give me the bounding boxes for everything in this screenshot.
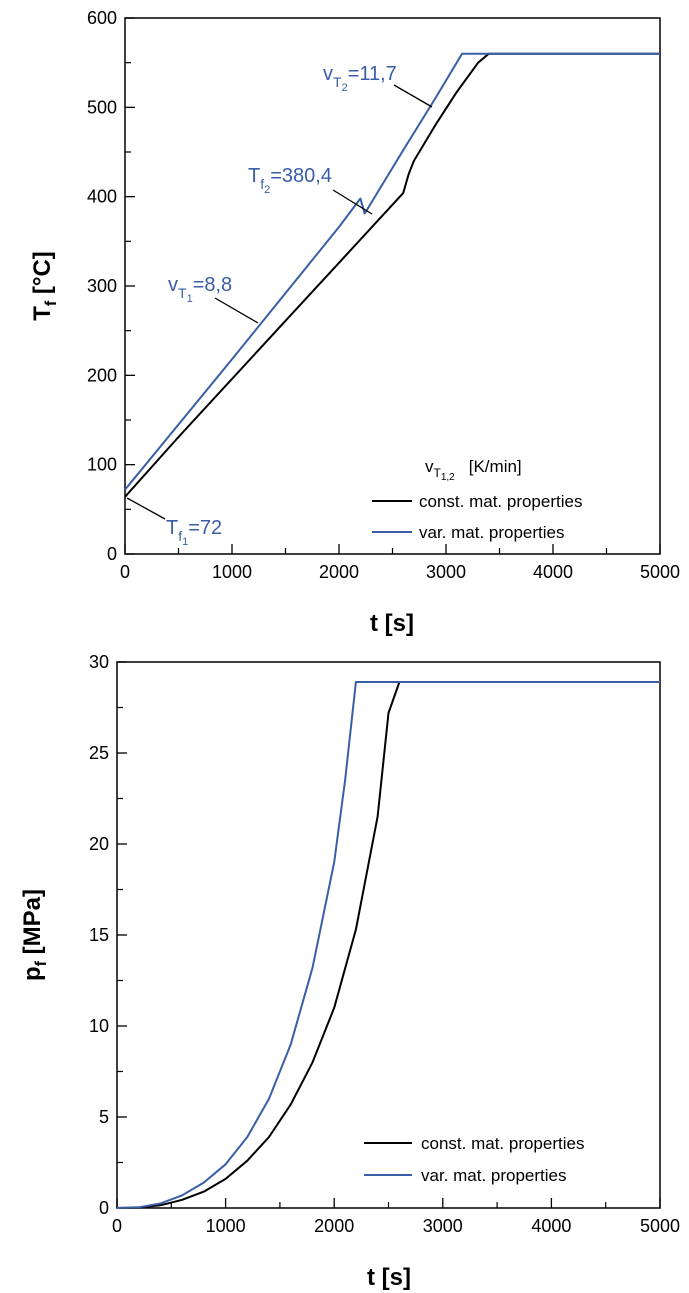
y-tick-label: 20 [89,834,109,854]
annotation-leader [332,189,373,215]
y-tick-label: 5 [99,1107,109,1127]
annotation-leader [126,497,166,520]
y-tick-label: 300 [87,276,117,296]
y-tick-label: 600 [87,8,117,28]
legend: const. mat. properties var. mat. propert… [364,1134,584,1185]
legend-label-const: const. mat. properties [419,492,582,511]
annotation-vt2: vT2=11,7 [323,63,433,108]
series-line-const [124,52,660,498]
x-axis-title: t [s] [367,1264,411,1291]
x-tick-label: 4000 [533,562,573,582]
x-tick-labels: 0 1000 2000 3000 4000 5000 [120,562,680,582]
x-tick-label: 0 [120,562,130,582]
y-tick-labels: 0 100 200 300 400 500 600 [87,8,117,564]
x-axis-title: t [s] [370,610,414,637]
x-tick-label: 1000 [212,562,252,582]
legend-label-const: const. mat. properties [421,1134,584,1153]
svg-text:vT2=11,7: vT2=11,7 [323,63,397,94]
x-tick-label: 5000 [640,562,680,582]
y-tick-label: 400 [87,187,117,207]
legend-label-var: var. mat. properties [421,1166,567,1185]
x-tick-label: 0 [112,1216,122,1236]
y-axis-title: pf [MPa] [19,889,50,981]
x-tick-label: 4000 [531,1216,571,1236]
svg-text:vT1=8,8: vT1=8,8 [168,274,232,305]
x-tick-label: 3000 [423,1216,463,1236]
series-line-var [116,681,660,1209]
temperature-chart: 0 1000 2000 3000 4000 5000 0 100 200 300 400 500 60… [29,8,680,637]
y-tick-label: 100 [87,455,117,475]
x-tick-label: 2000 [319,562,359,582]
x-tick-label: 5000 [640,1216,680,1236]
annotation-tf2: Tf2=380,4 [248,165,373,215]
x-tick-label: 1000 [206,1216,246,1236]
y-tick-label: 0 [107,544,117,564]
pressure-chart: 0 1000 2000 3000 4000 5000 0 5 10 15 20 25 30 pf [M… [19,652,680,1291]
y-tick-label: 30 [89,652,109,672]
series-lines [116,681,660,1209]
y-tick-label: 200 [87,365,117,385]
x-tick-label: 2000 [314,1216,354,1236]
y-tick-label: 0 [99,1198,109,1218]
y-tick-label: 25 [89,743,109,763]
y-tick-label: 15 [89,925,109,945]
tick-marks [116,661,661,1209]
svg-text:Tf1=72: Tf1=72 [166,517,222,548]
annotation-tf1: Tf1=72 [126,497,222,548]
legend: vT1,2[K/min] const. mat. properties var.… [372,457,582,542]
tick-marks [124,17,661,555]
plot-frame [116,661,661,1209]
x-tick-labels: 0 1000 2000 3000 4000 5000 [112,1216,680,1236]
annotation-vt1: vT1=8,8 [168,274,259,324]
svg-text:Tf2=380,4: Tf2=380,4 [248,165,332,196]
annotation-leader [393,84,433,108]
x-tick-label: 3000 [426,562,466,582]
legend-header: vT1,2[K/min] [425,457,522,483]
y-tick-labels: 0 5 10 15 20 25 30 [89,652,109,1218]
series-line-const [116,681,660,1209]
y-tick-label: 500 [87,97,117,117]
y-tick-label: 10 [89,1016,109,1036]
y-axis-title: Tf [°C] [29,251,60,321]
series-line-var [124,52,660,491]
legend-label-var: var. mat. properties [419,523,565,542]
annotation-leader [214,297,259,324]
series-lines [124,52,660,498]
